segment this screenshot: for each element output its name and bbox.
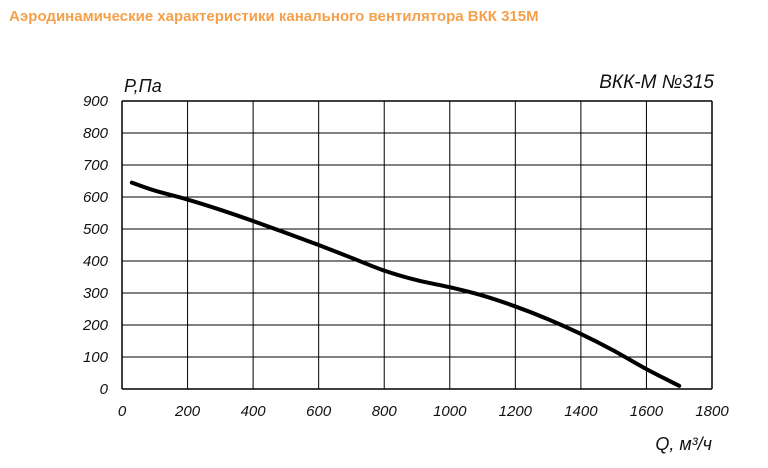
x-tick-label: 400 [241, 403, 267, 420]
chart-grid [121, 100, 713, 390]
y-tick-label: 900 [83, 93, 109, 110]
y-axis-label: P,Па [124, 76, 162, 96]
y-tick-label: 600 [83, 189, 109, 206]
x-tick-label: 600 [306, 403, 332, 420]
y-tick-label: 400 [83, 253, 109, 270]
x-tick-label: 1000 [433, 403, 467, 420]
x-tick-label: 1800 [695, 403, 729, 420]
y-tick-label: 200 [82, 317, 109, 334]
x-tick-label: 0 [118, 403, 127, 420]
y-tick-label: 300 [83, 285, 109, 302]
x-tick-label: 1600 [630, 403, 664, 420]
y-tick-label: 700 [83, 157, 109, 174]
x-tick-label: 1200 [499, 403, 533, 420]
x-tick-label: 1400 [564, 403, 598, 420]
y-tick-label: 800 [83, 125, 109, 142]
chart-title: ВКК-М №315 [599, 72, 714, 93]
page-title: Аэродинамические характеристики канально… [9, 8, 539, 25]
x-axis-label: Q, м³/ч [655, 434, 712, 454]
series-line [129, 180, 682, 388]
y-tick-label: 0 [100, 381, 109, 398]
y-tick-labels: 0 100 200 300 400 500 600 700 800 900 [82, 93, 109, 398]
y-tick-label: 100 [83, 349, 109, 366]
x-tick-label: 800 [372, 403, 398, 420]
y-tick-label: 500 [83, 221, 109, 238]
x-tick-labels: 0 200 400 600 800 1000 1200 1400 1600 1800 [118, 403, 730, 420]
x-tick-label: 200 [174, 403, 201, 420]
